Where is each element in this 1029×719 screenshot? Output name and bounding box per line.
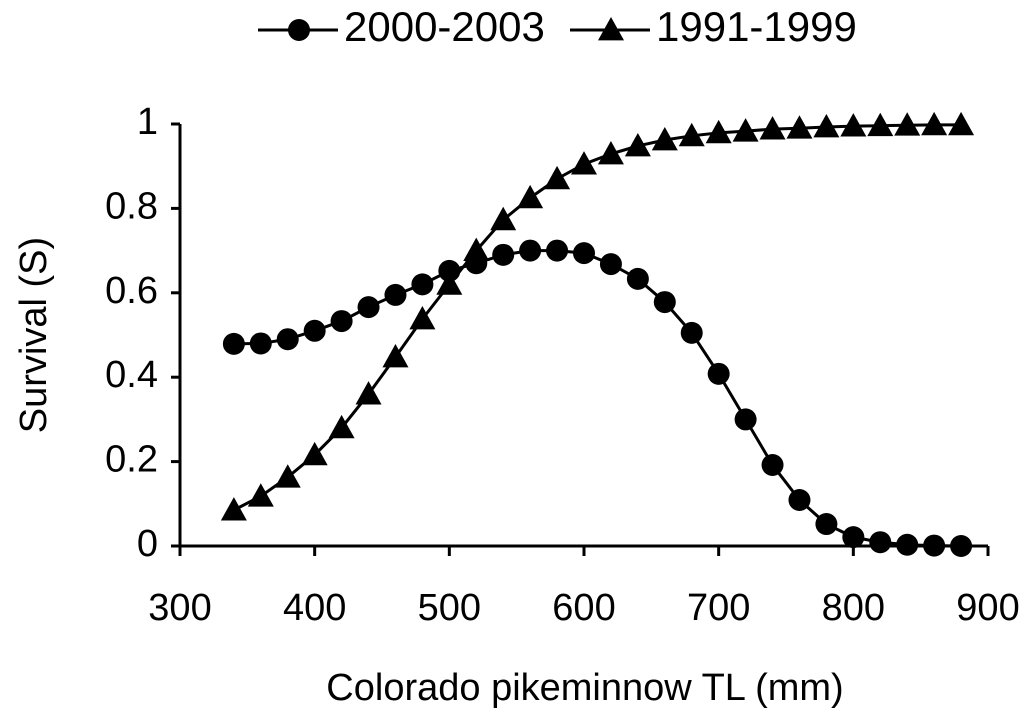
marker: [490, 206, 517, 231]
marker: [759, 116, 786, 140]
marker: [840, 113, 867, 137]
y-tick-label: 1: [137, 101, 158, 143]
marker: [301, 441, 328, 466]
marker: [247, 483, 274, 507]
marker: [599, 253, 622, 276]
x-axis-label: Colorado pikeminnow TL (mm): [326, 667, 843, 709]
y-axis-label: Survival (S): [13, 237, 55, 433]
x-tick-label: 600: [552, 587, 615, 629]
marker: [411, 273, 434, 296]
marker: [705, 119, 732, 144]
x-tick-label: 300: [148, 587, 211, 629]
y-tick-label: 0.4: [105, 354, 158, 396]
marker: [571, 151, 597, 175]
series-line: [233, 249, 962, 548]
legend-marker: [598, 17, 624, 41]
marker: [707, 362, 730, 385]
marker: [894, 112, 921, 136]
marker: [788, 489, 811, 512]
marker: [436, 271, 463, 295]
marker: [382, 343, 409, 368]
marker: [249, 332, 272, 355]
marker: [948, 111, 975, 136]
x-tick-label: 400: [283, 587, 346, 629]
marker: [355, 381, 382, 405]
marker: [626, 267, 649, 290]
marker: [651, 127, 678, 151]
marker: [597, 140, 624, 165]
marker: [573, 242, 595, 265]
marker: [734, 408, 757, 431]
marker: [921, 111, 948, 136]
marker: [732, 118, 759, 142]
marker: [463, 237, 490, 261]
marker: [274, 464, 301, 488]
marker: [867, 112, 894, 137]
marker: [222, 332, 245, 355]
marker: [813, 113, 840, 138]
marker: [761, 453, 784, 476]
legend-label: 2000-2003: [344, 3, 545, 50]
marker: [220, 497, 247, 521]
y-tick-label: 0: [137, 523, 158, 565]
x-tick-label: 800: [822, 587, 885, 629]
y-tick-label: 0.8: [105, 185, 158, 227]
marker: [328, 414, 355, 439]
y-tick-label: 0.2: [105, 439, 158, 481]
marker: [815, 513, 838, 536]
marker: [519, 239, 542, 262]
marker: [842, 526, 865, 549]
marker: [653, 291, 676, 314]
marker: [409, 305, 436, 330]
series-line: [233, 123, 962, 512]
marker: [923, 534, 946, 557]
marker: [330, 310, 353, 333]
marker: [546, 239, 569, 262]
marker: [624, 132, 651, 157]
marker: [678, 122, 705, 147]
x-tick-label: 500: [418, 587, 481, 629]
marker: [492, 243, 515, 266]
marker: [950, 535, 973, 557]
marker: [303, 319, 326, 342]
legend-marker: [288, 19, 310, 41]
marker: [680, 321, 703, 344]
marker: [517, 184, 544, 209]
y-tick-label: 0.6: [105, 270, 158, 312]
legend-label: 1991-1999: [656, 3, 857, 50]
x-tick-label: 700: [687, 587, 750, 629]
x-tick-label: 900: [956, 587, 1019, 629]
marker: [896, 533, 919, 556]
marker: [276, 328, 299, 351]
marker: [786, 115, 813, 139]
marker: [357, 296, 380, 319]
marker: [869, 531, 892, 554]
marker: [544, 165, 571, 190]
marker: [384, 283, 407, 306]
